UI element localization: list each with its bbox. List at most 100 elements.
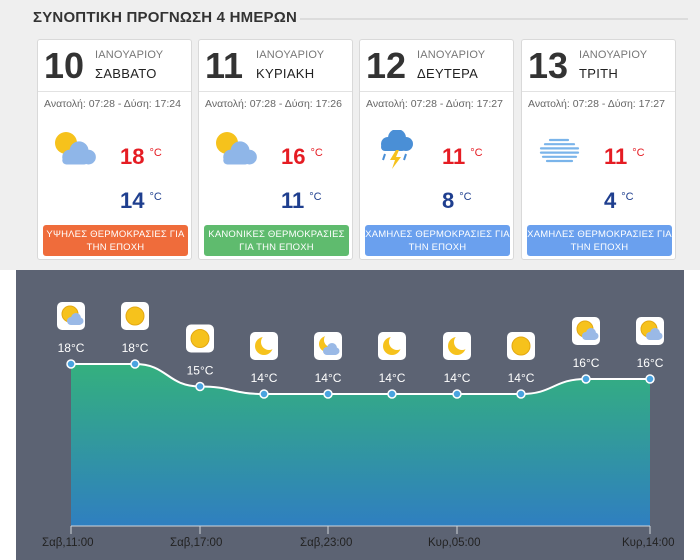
hourly-temp-label: 18°C bbox=[122, 341, 149, 355]
temperature-badge: ΧΑΜΗΛΕΣ ΘΕΡΜΟΚΡΑΣΙΕΣ ΓΙΑ ΤΗΝ ΕΠΟΧΗ bbox=[527, 225, 672, 256]
hourly-point[interactable]: 15°C bbox=[186, 324, 214, 392]
hourly-temp-label: 18°C bbox=[58, 341, 85, 355]
sun-cloud-icon bbox=[636, 317, 664, 345]
hourly-dot bbox=[387, 389, 397, 399]
month-label: ΙΑΝΟΥΑΡΙΟΥ bbox=[417, 49, 486, 61]
moon-cloud-icon bbox=[314, 332, 342, 360]
max-temp: 11 °C bbox=[604, 144, 645, 170]
hourly-chart-svg: 18°C 18°C 15°C 14°C 14°C 14°C 14°C 14°C 16°C 1… bbox=[57, 302, 664, 534]
hourly-temp-label: 14°C bbox=[315, 371, 342, 385]
hourly-point[interactable]: 14°C bbox=[314, 332, 342, 399]
min-temp-unit: °C bbox=[621, 190, 634, 203]
thunderstorm-icon bbox=[374, 129, 420, 170]
max-temp-unit: °C bbox=[632, 146, 645, 159]
min-temp: 4 °C bbox=[604, 188, 634, 214]
hourly-point[interactable]: 16°C bbox=[636, 317, 664, 384]
forecast-card[interactable]: 13 ΙΑΝΟΥΑΡΙΟΥ ΤΡΙΤΗ Ανατολή: 07:28 - Δύσ… bbox=[521, 39, 676, 260]
max-temp-unit: °C bbox=[470, 146, 483, 159]
month-label: ΙΑΝΟΥΑΡΙΟΥ bbox=[256, 49, 325, 61]
weekday-label: ΤΡΙΤΗ bbox=[579, 66, 619, 81]
title-rule bbox=[300, 18, 688, 20]
card-divider bbox=[522, 91, 675, 92]
min-temp-unit: °C bbox=[149, 190, 162, 203]
time-label: Σαβ,11:00 bbox=[42, 537, 94, 549]
month-label: ΙΑΝΟΥΑΡΙΟΥ bbox=[579, 49, 648, 61]
hourly-dot bbox=[66, 359, 76, 369]
sun-icon bbox=[121, 302, 149, 330]
fog-icon bbox=[536, 130, 582, 170]
min-temp-value: 8 bbox=[442, 188, 455, 213]
partly-cloudy-sun-icon bbox=[213, 130, 259, 170]
hourly-dot bbox=[516, 389, 526, 399]
max-temp: 18 °C bbox=[120, 144, 162, 170]
hourly-temp-label: 14°C bbox=[251, 371, 278, 385]
temperature-area bbox=[71, 364, 650, 526]
hourly-point[interactable]: 14°C bbox=[443, 332, 471, 399]
hourly-dot bbox=[259, 389, 269, 399]
max-temp-value: 11 bbox=[604, 144, 628, 169]
time-label: Κυρ,05:00 bbox=[428, 537, 481, 549]
temperature-badge: ΧΑΜΗΛΕΣ ΘΕΡΜΟΚΡΑΣΙΕΣ ΓΙΑ ΤΗΝ ΕΠΟΧΗ bbox=[365, 225, 510, 256]
hourly-dot bbox=[452, 389, 462, 399]
hourly-point[interactable]: 14°C bbox=[378, 332, 406, 399]
time-label: Κυρ,14:00 bbox=[622, 537, 675, 549]
max-temp: 11 °C bbox=[442, 144, 483, 170]
weekday-label: ΔΕΥΤΕΡΑ bbox=[417, 66, 479, 81]
forecast-card[interactable]: 12 ΙΑΝΟΥΑΡΙΟΥ ΔΕΥΤΕΡΑ Ανατολή: 07:28 - Δ… bbox=[359, 39, 514, 260]
sun-cloud-icon bbox=[572, 317, 600, 345]
page-title: ΣΥΝΟΠΤΙΚΗ ΠΡΟΓΝΩΣΗ 4 ΗΜΕΡΩΝ bbox=[33, 9, 297, 26]
hourly-temp-label: 14°C bbox=[444, 371, 471, 385]
day-number: 12 bbox=[366, 45, 407, 86]
moon-icon bbox=[378, 332, 406, 360]
hourly-temp-label: 15°C bbox=[187, 364, 214, 378]
max-temp-value: 18 bbox=[120, 144, 145, 169]
sunrise-sunset: Ανατολή: 07:28 - Δύση: 17:27 bbox=[528, 98, 665, 110]
temperature-line bbox=[71, 363, 650, 395]
hourly-point[interactable]: 18°C bbox=[121, 302, 149, 369]
min-temp: 11 °C bbox=[281, 188, 322, 214]
temperature-badge: ΥΨΗΛΕΣ ΘΕΡΜΟΚΡΑΣΙΕΣ ΓΙΑ ΤΗΝ ΕΠΟΧΗ bbox=[43, 225, 188, 256]
hourly-temp-label: 16°C bbox=[573, 356, 600, 370]
weekday-label: ΚΥΡΙΑΚΗ bbox=[256, 66, 315, 81]
hourly-point[interactable]: 14°C bbox=[250, 332, 278, 399]
max-temp: 16 °C bbox=[281, 144, 323, 170]
max-temp-unit: °C bbox=[149, 146, 162, 159]
hourly-temp-label: 14°C bbox=[508, 371, 535, 385]
moon-icon bbox=[443, 332, 471, 360]
min-temp-value: 4 bbox=[604, 188, 617, 213]
day-number: 11 bbox=[205, 45, 244, 86]
forecast-card[interactable]: 11 ΙΑΝΟΥΑΡΙΟΥ ΚΥΡΙΑΚΗ Ανατολή: 07:28 - Δ… bbox=[198, 39, 353, 260]
min-temp-unit: °C bbox=[309, 190, 322, 203]
hourly-dot bbox=[323, 389, 333, 399]
temperature-badge: ΚΑΝΟΝΙΚΕΣ ΘΕΡΜΟΚΡΑΣΙΕΣ ΓΙΑ ΤΗΝ ΕΠΟΧΗ bbox=[204, 225, 349, 256]
partly-cloudy-sun-icon bbox=[52, 130, 98, 170]
hourly-dot bbox=[130, 359, 140, 369]
day-number: 10 bbox=[44, 45, 85, 86]
sunrise-sunset: Ανατολή: 07:28 - Δύση: 17:26 bbox=[205, 98, 342, 110]
time-label: Σαβ,17:00 bbox=[170, 537, 223, 549]
weekday-label: ΣΑΒΒΑΤΟ bbox=[95, 66, 157, 81]
hourly-point[interactable]: 14°C bbox=[507, 332, 535, 399]
min-temp: 8 °C bbox=[442, 188, 472, 214]
hourly-chart: 18°C 18°C 15°C 14°C 14°C 14°C 14°C 14°C 16°C 1… bbox=[0, 270, 700, 560]
hourly-point[interactable]: 18°C bbox=[57, 302, 85, 369]
card-divider bbox=[360, 91, 513, 92]
sunrise-sunset: Ανατολή: 07:28 - Δύση: 17:27 bbox=[366, 98, 503, 110]
time-label: Σαβ,23:00 bbox=[300, 537, 353, 549]
sun-icon bbox=[186, 324, 214, 353]
hourly-dot bbox=[645, 374, 655, 384]
hourly-temp-label: 14°C bbox=[379, 371, 406, 385]
day-number: 13 bbox=[528, 45, 569, 86]
month-label: ΙΑΝΟΥΑΡΙΟΥ bbox=[95, 49, 164, 61]
min-temp-value: 11 bbox=[281, 188, 305, 213]
sun-icon bbox=[507, 332, 535, 360]
sun-cloud-icon bbox=[57, 302, 85, 330]
forecast-card[interactable]: 10 ΙΑΝΟΥΑΡΙΟΥ ΣΑΒΒΑΤΟ Ανατολή: 07:28 - Δ… bbox=[37, 39, 192, 260]
min-temp-value: 14 bbox=[120, 188, 145, 213]
hourly-temp-label: 16°C bbox=[637, 356, 664, 370]
moon-icon bbox=[250, 332, 278, 360]
hourly-dot bbox=[195, 381, 205, 392]
card-divider bbox=[38, 91, 191, 92]
hourly-point[interactable]: 16°C bbox=[572, 317, 600, 384]
card-divider bbox=[199, 91, 352, 92]
